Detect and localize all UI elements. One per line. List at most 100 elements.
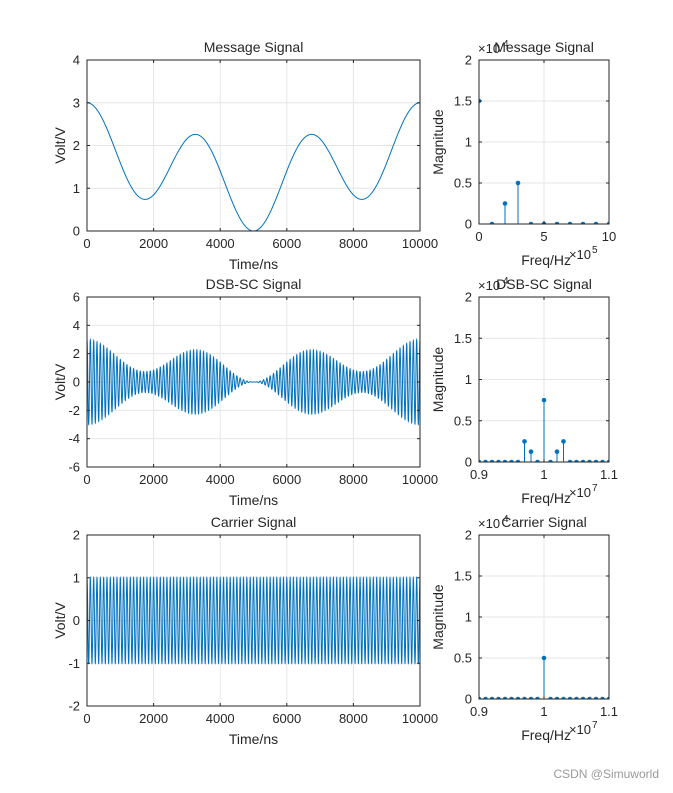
x-tick-label: 10000: [402, 236, 438, 251]
y-axis-label: Magnitude: [430, 109, 446, 175]
y-axis-label: Magnitude: [430, 584, 446, 650]
y-tick-label: 2: [73, 138, 80, 153]
y-tick-label: 1.5: [454, 94, 472, 109]
data-layer: [87, 576, 420, 665]
y-tick-label: 2: [73, 346, 80, 361]
y-tick-label: 0: [73, 375, 80, 390]
y-tick-label: 0: [73, 613, 80, 628]
x-axis-label: Time/ns: [229, 731, 278, 747]
x-tick-label: 2000: [139, 472, 168, 487]
x-tick-label: 6000: [272, 472, 301, 487]
chart-car-time: 0 2000 4000 6000 8000 10000 -2 -1 0 1 2 Carrier Sig…: [52, 514, 438, 747]
x-tick-label: 6000: [272, 236, 301, 251]
y-tick-label: 1.5: [454, 569, 472, 584]
y-exponent: ×10: [478, 516, 500, 531]
y-tick-label: 0: [465, 692, 472, 707]
y-exponent: ×10: [478, 41, 500, 56]
y-tick-label: 1: [465, 372, 472, 387]
chart-dsb-time: 0 2000 4000 6000 8000 10000 -6 -4 -2 0 2 4 6 DSB-SC S…: [52, 276, 438, 508]
series-line: [87, 576, 420, 665]
x-exponent-power: 5: [592, 245, 598, 256]
x-tick-label: 0.9: [470, 704, 488, 719]
y-tick-label: 0.5: [454, 176, 472, 191]
y-tick-label: 2: [465, 290, 472, 305]
stem-marker: [561, 439, 566, 444]
data-layer: [87, 338, 420, 426]
y-tick-label: 0: [465, 455, 472, 470]
y-tick-label: 1: [465, 610, 472, 625]
y-tick-label: -2: [68, 699, 80, 714]
x-axis-label: Time/ns: [229, 256, 278, 272]
y-tick-label: 0: [465, 217, 472, 232]
x-axis-label: Time/ns: [229, 492, 278, 508]
stem-marker: [541, 655, 547, 661]
chart-title: Carrier Signal: [501, 514, 587, 530]
x-axis-label: Freq/Hz: [521, 252, 571, 268]
x-tick-label: 10: [602, 229, 616, 244]
x-tick-label: 10000: [402, 472, 438, 487]
y-tick-label: 1: [465, 135, 472, 150]
x-exponent-power: 7: [592, 720, 598, 731]
x-exponent: ×10: [569, 247, 591, 262]
chart-title: Message Signal: [204, 39, 304, 55]
y-exponent: ×10: [478, 278, 500, 293]
y-exponent-power: 4: [503, 39, 509, 50]
x-tick-label: 0: [83, 711, 90, 726]
y-axis-label: Volt/V: [52, 127, 68, 164]
y-tick-label: 0.5: [454, 651, 472, 666]
x-tick-label: 10000: [402, 711, 438, 726]
watermark: CSDN @Simuworld: [553, 767, 659, 781]
y-tick-label: 2: [465, 53, 472, 68]
data-layer: [87, 102, 420, 231]
x-tick-label: 5: [540, 229, 547, 244]
y-tick-label: 4: [73, 318, 80, 333]
y-tick-label: -4: [68, 431, 80, 446]
x-tick-label: 1.1: [600, 704, 618, 719]
x-tick-label: 6000: [272, 711, 301, 726]
series-line: [87, 102, 420, 231]
y-tick-label: 1: [73, 181, 80, 196]
data-layer: [479, 655, 609, 699]
y-axis-label: Volt/V: [52, 602, 68, 639]
y-tick-label: 4: [73, 53, 80, 68]
y-tick-label: 6: [73, 290, 80, 305]
x-tick-label: 8000: [339, 236, 368, 251]
x-tick-label: 1: [540, 704, 547, 719]
x-exponent: ×10: [569, 722, 591, 737]
x-tick-label: 0.9: [470, 467, 488, 482]
x-axis-label: Freq/Hz: [521, 490, 571, 506]
y-tick-label: 0: [73, 224, 80, 239]
x-tick-label: 2000: [139, 236, 168, 251]
y-axis-label: Magnitude: [430, 347, 446, 413]
stem-marker: [541, 397, 547, 403]
x-tick-label: 4000: [206, 711, 235, 726]
x-tick-label: 4000: [206, 236, 235, 251]
chart-title: Message Signal: [494, 39, 594, 55]
chart-title: DSB-SC Signal: [206, 276, 302, 292]
stem-marker: [528, 449, 534, 454]
y-tick-label: -6: [68, 460, 80, 475]
y-tick-label: -1: [68, 656, 80, 671]
y-tick-label: -2: [68, 403, 80, 418]
x-exponent-power: 7: [592, 483, 598, 494]
y-tick-label: 3: [73, 95, 80, 110]
y-tick-label: 1: [73, 570, 80, 585]
series-line: [87, 338, 420, 426]
y-axis-label: Volt/V: [52, 363, 68, 400]
x-tick-label: 4000: [206, 472, 235, 487]
y-exponent-power: 4: [503, 514, 509, 525]
x-tick-label: 1: [540, 467, 547, 482]
stem-marker: [522, 439, 527, 444]
stem-marker: [502, 201, 508, 206]
chart-msg-time: 0 2000 4000 6000 8000 10000 0 1 2 3 4 Message Signa…: [52, 39, 438, 272]
y-exponent-power: 4: [503, 276, 509, 287]
y-tick-label: 0.5: [454, 413, 472, 428]
y-tick-label: 2: [73, 528, 80, 543]
chart-title: DSB-SC Signal: [496, 276, 592, 292]
x-tick-label: 8000: [339, 472, 368, 487]
y-tick-label: 1.5: [454, 331, 472, 346]
